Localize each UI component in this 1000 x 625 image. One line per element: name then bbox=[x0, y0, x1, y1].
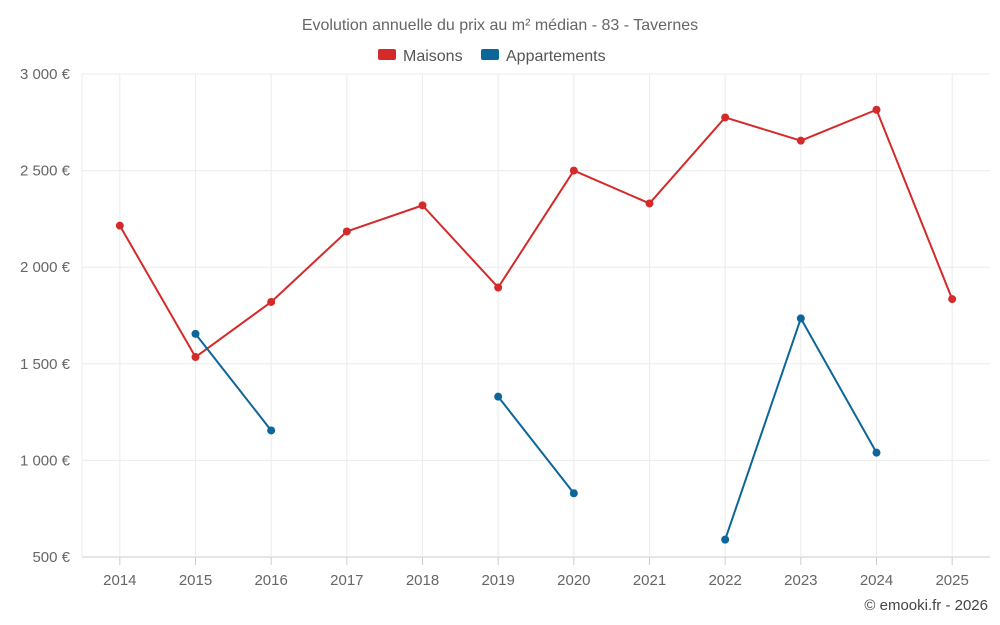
data-point-appartements bbox=[721, 535, 730, 544]
legend-swatch-maisons bbox=[378, 49, 396, 60]
x-axis: 2014 2015 2016 2017 2018 2019 2020 2021 2022 2023… bbox=[103, 557, 969, 589]
data-point-maisons bbox=[645, 199, 654, 208]
data-point-appartements bbox=[569, 489, 578, 498]
series-line-appartements bbox=[194, 333, 272, 432]
data-point-appartements bbox=[796, 314, 805, 323]
data-point-maisons bbox=[267, 297, 276, 306]
grid bbox=[81, 73, 990, 558]
legend-swatch-appartements bbox=[481, 49, 499, 60]
y-tick-label: 2 000 € bbox=[20, 259, 71, 276]
x-tick-label: 2014 bbox=[103, 572, 136, 589]
data-point-maisons bbox=[569, 166, 578, 175]
data-point-maisons bbox=[796, 136, 805, 145]
x-tick-label: 2022 bbox=[708, 572, 741, 589]
x-tick-label: 2017 bbox=[330, 572, 363, 589]
legend-label-maisons: Maisons bbox=[403, 48, 463, 65]
data-point-appartements bbox=[494, 392, 503, 401]
y-tick-label: 3 000 € bbox=[20, 66, 71, 83]
legend: Maisons Appartements bbox=[378, 48, 606, 65]
series-line-maisons bbox=[118, 108, 954, 359]
x-tick-label: 2018 bbox=[406, 572, 439, 589]
data-point-maisons bbox=[721, 113, 730, 122]
x-tick-label: 2025 bbox=[935, 572, 968, 589]
x-tick-label: 2023 bbox=[784, 572, 817, 589]
series-line-appartements bbox=[497, 396, 575, 494]
data-point-maisons bbox=[418, 201, 427, 210]
x-tick-label: 2021 bbox=[633, 572, 666, 589]
data-point-appartements bbox=[872, 448, 881, 457]
x-tick-label: 2024 bbox=[860, 572, 893, 589]
y-tick-label: 500 € bbox=[32, 549, 70, 566]
x-tick-label: 2016 bbox=[254, 572, 287, 589]
x-tick-label: 2020 bbox=[557, 572, 590, 589]
data-point-maisons bbox=[115, 221, 124, 230]
data-point-maisons bbox=[342, 227, 351, 236]
data-point-appartements bbox=[267, 426, 276, 435]
data-point-maisons bbox=[948, 295, 957, 304]
y-tick-label: 1 500 € bbox=[20, 356, 71, 373]
x-tick-label: 2019 bbox=[481, 572, 514, 589]
legend-label-appartements: Appartements bbox=[506, 48, 606, 65]
series-layer bbox=[115, 105, 957, 544]
chart-title: Evolution annuelle du prix au m² médian … bbox=[302, 17, 698, 34]
y-tick-label: 2 500 € bbox=[20, 163, 71, 180]
data-point-appartements bbox=[191, 329, 200, 338]
data-point-maisons bbox=[872, 105, 881, 114]
y-axis: 500 € 1 000 € 1 500 € 2 000 € 2 500 € 3 000 € bbox=[20, 66, 71, 566]
data-point-maisons bbox=[191, 353, 200, 362]
x-tick-label: 2015 bbox=[179, 572, 212, 589]
data-point-maisons bbox=[494, 283, 503, 292]
credit-text: © emooki.fr - 2026 bbox=[864, 597, 988, 614]
y-tick-label: 1 000 € bbox=[20, 452, 71, 469]
